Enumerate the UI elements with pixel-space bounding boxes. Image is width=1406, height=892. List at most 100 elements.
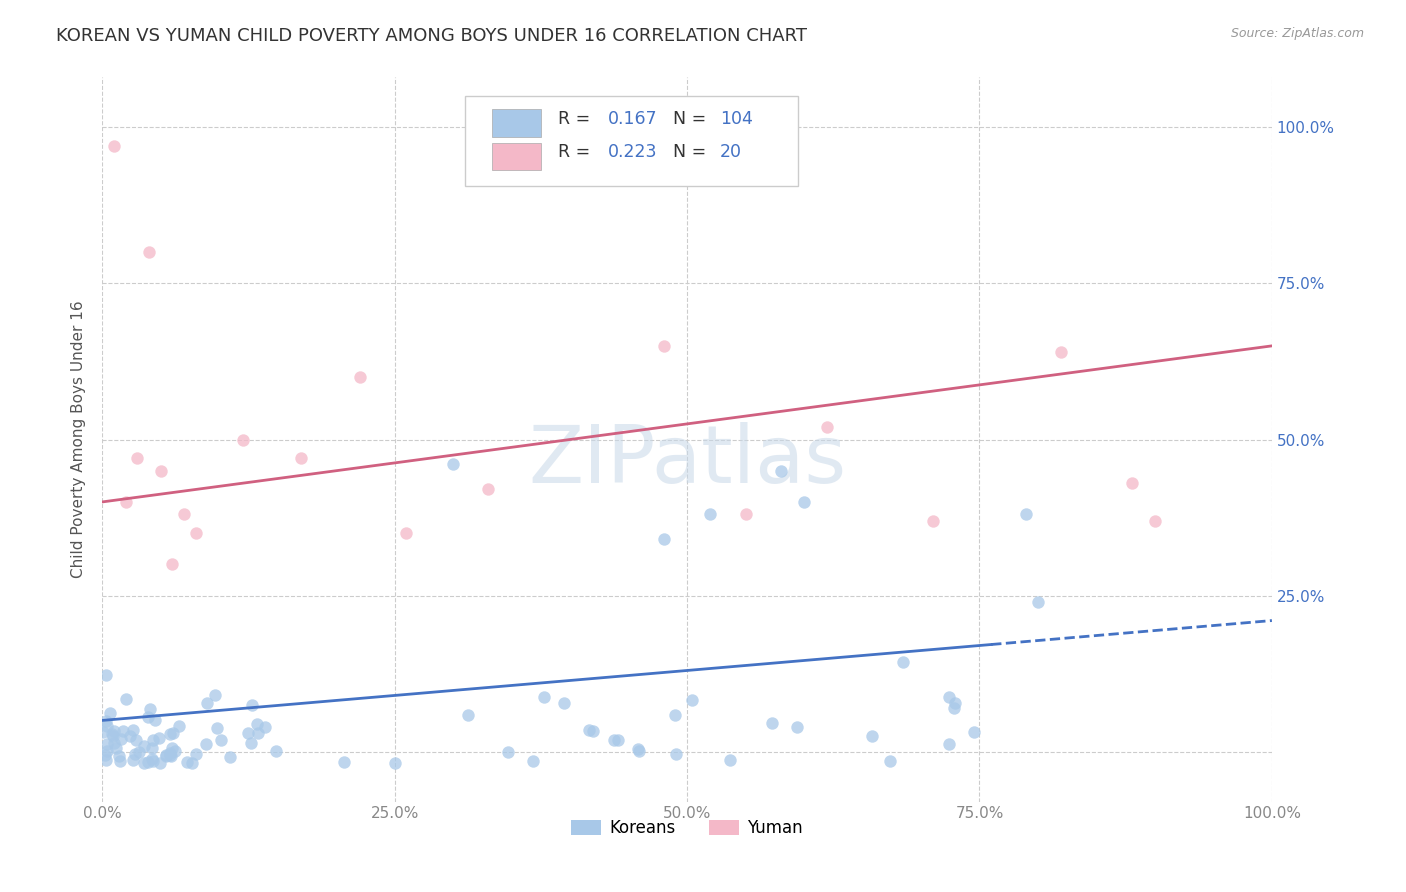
Point — [103, 736, 125, 750]
Text: 0.223: 0.223 — [607, 143, 657, 161]
Point — [240, 698, 263, 712]
Point — [115, 691, 138, 706]
Point — [236, 726, 259, 740]
Point — [149, 464, 172, 478]
Point — [96, 719, 118, 733]
Point — [94, 748, 117, 763]
Point — [384, 756, 406, 770]
Point — [582, 723, 605, 738]
FancyBboxPatch shape — [465, 95, 799, 186]
Point — [441, 458, 464, 472]
Point — [118, 730, 141, 744]
Point — [860, 730, 883, 744]
Point — [209, 732, 232, 747]
Point — [254, 720, 277, 734]
Text: Source: ZipAtlas.com: Source: ZipAtlas.com — [1230, 27, 1364, 40]
Point — [169, 719, 191, 733]
Point — [94, 714, 117, 728]
Point — [96, 737, 118, 751]
Point — [761, 715, 783, 730]
Point — [793, 495, 815, 509]
Point — [96, 743, 118, 757]
Point — [101, 727, 124, 741]
Text: 104: 104 — [720, 110, 752, 128]
Point — [114, 495, 136, 509]
Point — [103, 729, 125, 743]
Point — [184, 526, 207, 541]
Point — [96, 754, 118, 768]
Point — [132, 739, 155, 754]
Point — [1026, 595, 1049, 609]
Point — [163, 744, 186, 758]
Text: 20: 20 — [720, 143, 742, 161]
Point — [290, 451, 312, 466]
Point — [232, 433, 254, 447]
Point — [111, 724, 134, 739]
Point — [149, 756, 172, 770]
Point — [122, 753, 145, 767]
Point — [162, 558, 184, 572]
Point — [173, 508, 195, 522]
Text: ZIPatlas: ZIPatlas — [529, 422, 846, 500]
Point — [132, 756, 155, 770]
Point — [155, 748, 177, 763]
Point — [603, 732, 626, 747]
Point — [815, 420, 838, 434]
Point — [681, 692, 703, 706]
Point — [1121, 476, 1143, 491]
Text: R =: R = — [558, 110, 596, 128]
Point — [665, 747, 688, 761]
Text: KOREAN VS YUMAN CHILD POVERTY AMONG BOYS UNDER 16 CORRELATION CHART: KOREAN VS YUMAN CHILD POVERTY AMONG BOYS… — [56, 27, 807, 45]
Text: N =: N = — [673, 110, 711, 128]
Point — [138, 245, 160, 260]
Point — [769, 464, 792, 478]
Point — [108, 755, 131, 769]
Point — [938, 690, 960, 705]
Point — [879, 754, 901, 768]
Point — [457, 707, 479, 722]
Point — [891, 655, 914, 669]
Point — [1143, 514, 1166, 528]
Point — [734, 508, 756, 522]
Point — [141, 752, 163, 766]
Point — [477, 483, 499, 497]
Point — [142, 732, 165, 747]
Point — [240, 736, 263, 750]
Point — [204, 688, 226, 702]
Point — [246, 716, 269, 731]
Point — [103, 139, 125, 153]
Point — [943, 696, 966, 710]
Point — [110, 732, 132, 747]
Point — [125, 733, 148, 747]
Point — [943, 701, 966, 715]
Point — [606, 733, 628, 747]
Point — [786, 720, 808, 734]
Point — [1050, 345, 1073, 359]
Point — [652, 339, 675, 353]
Point — [162, 726, 184, 740]
Text: N =: N = — [673, 143, 711, 161]
Point — [628, 743, 651, 757]
Point — [496, 745, 519, 759]
Point — [105, 741, 128, 756]
Point — [533, 690, 555, 704]
Point — [176, 756, 198, 770]
Point — [963, 725, 986, 739]
Text: R =: R = — [558, 143, 596, 161]
Point — [1015, 508, 1038, 522]
Point — [159, 746, 181, 760]
Point — [141, 740, 163, 755]
Point — [159, 727, 181, 741]
Point — [264, 744, 287, 758]
Point — [136, 755, 159, 769]
FancyBboxPatch shape — [492, 110, 541, 136]
Point — [218, 750, 240, 764]
Point — [124, 747, 146, 761]
Point — [136, 710, 159, 724]
Point — [699, 508, 721, 522]
Point — [627, 742, 650, 756]
Point — [194, 737, 217, 751]
Point — [98, 706, 121, 721]
Point — [155, 747, 177, 762]
Point — [143, 713, 166, 727]
